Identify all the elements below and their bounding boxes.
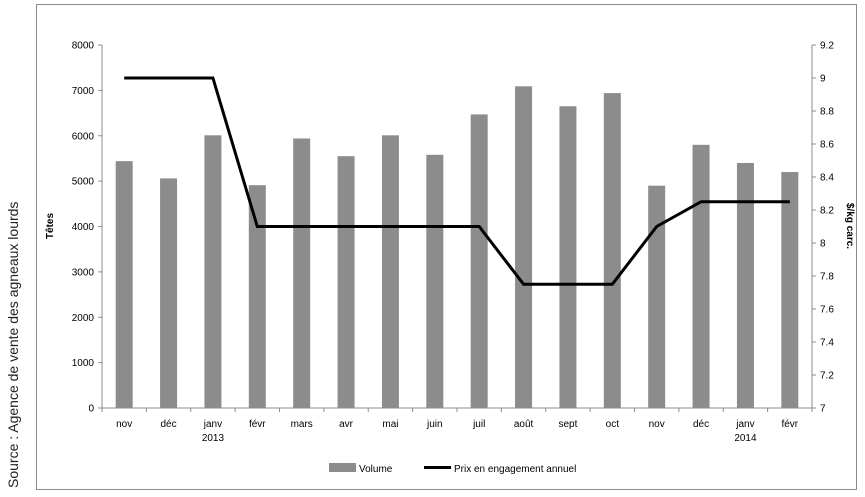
volume-bar — [603, 93, 621, 408]
volume-bar — [248, 185, 266, 408]
volume-bar — [692, 144, 710, 408]
x-tick-label: févr — [781, 419, 798, 430]
legend: Volume Prix en engagement annuel — [329, 463, 576, 475]
left-tick-label: 0 — [88, 404, 94, 415]
x-tick-label: juin — [426, 419, 443, 430]
volume-bar — [426, 154, 444, 408]
x-tick-label: janv — [735, 419, 754, 430]
right-tick-label: 8.8 — [820, 107, 834, 118]
x-tick-label: janv — [203, 419, 222, 430]
x-axis-labels: nov déc janv févr mars avr mai juin juil août sept… — [101, 408, 813, 444]
x-tick-label: déc — [693, 419, 709, 430]
chart-frame: 0 1000 2000 3000 4000 5000 6000 7000 8000 7 7.2 7.… — [36, 4, 857, 490]
right-tick-label: 7.4 — [820, 338, 834, 349]
left-tick-label: 7000 — [72, 86, 95, 97]
x-tick-label: avr — [339, 419, 354, 430]
right-tick-label: 8 — [820, 239, 826, 250]
volume-bar — [736, 162, 754, 408]
left-tick-label: 6000 — [72, 131, 95, 142]
left-tick-label: 1000 — [72, 358, 95, 369]
left-axis-label: Têtes — [45, 213, 56, 240]
price-line — [124, 76, 790, 286]
legend-volume-label: Volume — [359, 464, 393, 475]
x-tick-label: oct — [606, 419, 620, 430]
left-tick-label: 4000 — [72, 222, 95, 233]
volume-bar — [204, 135, 222, 408]
x-tick-label: juil — [472, 419, 485, 430]
x-tick-label: févr — [249, 419, 266, 430]
legend-volume-swatch — [329, 463, 356, 472]
chart: 0 1000 2000 3000 4000 5000 6000 7000 8000 7 7.2 7.… — [45, 41, 855, 476]
volume-bar — [515, 86, 533, 408]
legend-price-label: Prix en engagement annuel — [454, 464, 576, 475]
volume-bar — [470, 114, 488, 408]
volume-bar — [559, 106, 577, 408]
right-tick-label: 8.4 — [820, 173, 834, 184]
x-tick-label: nov — [649, 419, 665, 430]
right-tick-label: 7.6 — [820, 305, 834, 316]
right-tick-label: 7.2 — [820, 371, 834, 382]
right-axis-label: $/kg carc. — [844, 203, 855, 249]
x-tick-label: déc — [161, 419, 177, 430]
volume-bar — [337, 156, 355, 408]
volume-bar — [293, 138, 311, 408]
volume-bar — [381, 135, 399, 408]
right-tick-label: 7 — [820, 404, 826, 415]
x-tick-label: sept — [558, 419, 577, 430]
right-tick-label: 7.8 — [820, 272, 834, 283]
volume-bar — [115, 161, 133, 408]
x-tick-label: mai — [382, 419, 398, 430]
right-tick-label: 8.6 — [820, 140, 834, 151]
left-tick-label: 2000 — [72, 313, 95, 324]
volume-bar — [781, 172, 799, 408]
right-tick-label: 9.2 — [820, 41, 834, 52]
volume-bar — [160, 178, 178, 408]
right-axis-ticks: 7 7.2 7.4 7.6 7.8 8 8.2 8.4 8.6 8.8 9 9.2 — [812, 41, 834, 415]
x-tick-label: mars — [291, 419, 313, 430]
source-note: Source : Agence de vente des agneaux lou… — [5, 201, 21, 488]
x-year-label: 2013 — [202, 433, 225, 444]
volume-bar — [648, 185, 666, 408]
left-tick-label: 5000 — [72, 177, 95, 188]
right-tick-label: 8.2 — [820, 206, 834, 217]
x-tick-label: nov — [116, 419, 132, 430]
left-tick-label: 8000 — [72, 41, 95, 52]
left-tick-label: 3000 — [72, 267, 95, 278]
volume-bars — [115, 86, 799, 408]
right-tick-label: 9 — [820, 74, 826, 85]
left-axis-ticks: 0 1000 2000 3000 4000 5000 6000 7000 8000 — [72, 41, 102, 415]
x-year-label: 2014 — [734, 433, 757, 444]
x-tick-label: août — [514, 419, 534, 430]
